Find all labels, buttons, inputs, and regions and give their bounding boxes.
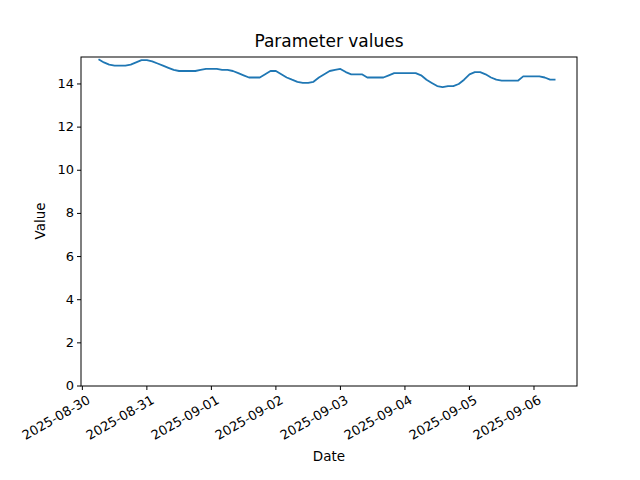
figure: Parameter values 02468101214 2025-08-302…	[0, 0, 640, 480]
axes-spines	[81, 57, 577, 386]
tick-marks	[77, 84, 534, 390]
y-tick-label: 10	[24, 163, 74, 177]
x-axis-title: Date	[313, 448, 345, 464]
y-axis-title: Value	[32, 202, 48, 239]
y-tick-label: 2	[24, 336, 74, 350]
y-tick-label: 12	[24, 120, 74, 134]
y-tick-label: 0	[24, 379, 74, 393]
y-tick-label: 4	[24, 293, 74, 307]
y-tick-label: 14	[24, 77, 74, 91]
data-line	[99, 59, 556, 87]
y-tick-label: 6	[24, 250, 74, 264]
